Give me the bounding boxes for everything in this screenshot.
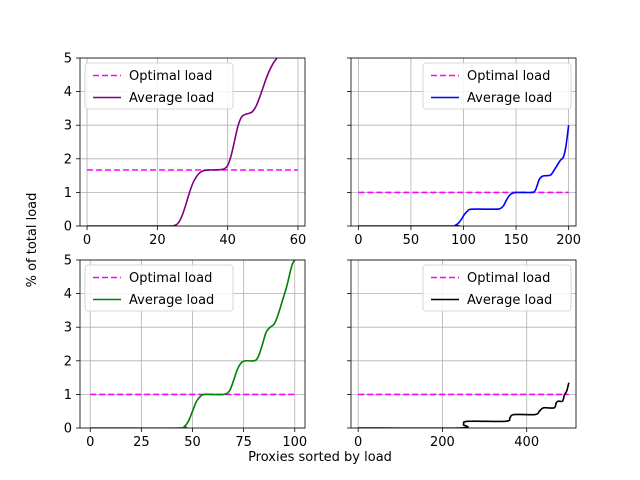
- legend-entry-label: Optimal load: [129, 69, 212, 84]
- x-tick-label: 50: [184, 435, 201, 450]
- x-tick-label: 200: [430, 435, 455, 450]
- x-tick-label: 0: [83, 233, 91, 248]
- x-tick-label: 0: [354, 233, 362, 248]
- x-tick-label: 0: [86, 435, 94, 450]
- legend-entry-label: Average load: [129, 293, 214, 308]
- x-tick-label: 100: [282, 435, 307, 450]
- axes-frame: [350, 259, 577, 429]
- series-group: [358, 382, 570, 428]
- subplot-4: 0 200 400 Optimal load Average load: [347, 259, 577, 450]
- axes-frame: [79, 57, 306, 227]
- legend-entry-label: Average load: [467, 293, 552, 308]
- y-tick-label: 3: [64, 119, 72, 134]
- y-tick-label: 0: [64, 220, 72, 235]
- y-tick-label: 4: [64, 287, 72, 302]
- y-tick-label: 3: [64, 321, 72, 336]
- x-tick-label: 60: [290, 233, 307, 248]
- average-load-line: [90, 260, 296, 428]
- average-load-line: [87, 58, 278, 226]
- series-group: [90, 260, 296, 428]
- y-tick-label: 2: [64, 354, 72, 369]
- figure-xlabel: Proxies sorted by load: [248, 450, 392, 465]
- series-group: [87, 58, 298, 226]
- y-tick-label: 1: [64, 186, 72, 201]
- legend-entry-label: Optimal load: [129, 271, 212, 286]
- legend-box: [422, 264, 572, 312]
- legend: Optimal load Average load: [84, 264, 234, 312]
- figure-ylabel: % of total load: [25, 193, 40, 288]
- legend: Optimal load Average load: [422, 264, 572, 312]
- x-tick-label: 200: [556, 233, 581, 248]
- subplot-2: 0 50 100 150 200 Optimal load Average load: [347, 57, 581, 248]
- x-tick-label: 400: [514, 435, 539, 450]
- x-tick-label: 25: [133, 435, 150, 450]
- legend-box: [422, 62, 572, 110]
- legend-entry-label: Average load: [467, 91, 552, 106]
- x-tick-label: 40: [219, 233, 236, 248]
- legend: Optimal load Average load: [84, 62, 234, 110]
- legend-entry-label: Optimal load: [467, 69, 550, 84]
- average-load-line: [358, 125, 570, 226]
- y-tick-label: 0: [64, 422, 72, 437]
- y-tick-label: 4: [64, 85, 72, 100]
- x-tick-label: 20: [149, 233, 166, 248]
- y-tick-label: 5: [64, 254, 72, 269]
- legend-box: [84, 62, 234, 110]
- legend-box: [84, 264, 234, 312]
- y-tick-label: 1: [64, 388, 72, 403]
- legend-entry-label: Optimal load: [467, 271, 550, 286]
- x-tick-label: 150: [504, 233, 529, 248]
- x-tick-label: 0: [354, 435, 362, 450]
- legend-entry-label: Average load: [129, 91, 214, 106]
- x-tick-label: 100: [451, 233, 476, 248]
- subplot-1: 0 20 40 60 0 1 2 3 4 5 Optimal load Average load: [64, 52, 307, 249]
- x-tick-label: 75: [235, 435, 252, 450]
- y-tick-label: 2: [64, 152, 72, 167]
- y-tick-label: 5: [64, 52, 72, 67]
- subplot-3: 0 25 50 75 100 0 1 2 3 4 5 Optimal load Average load: [64, 254, 307, 451]
- series-group: [358, 125, 570, 226]
- average-load-line: [358, 382, 570, 428]
- legend: Optimal load Average load: [422, 62, 572, 110]
- x-tick-label: 50: [403, 233, 420, 248]
